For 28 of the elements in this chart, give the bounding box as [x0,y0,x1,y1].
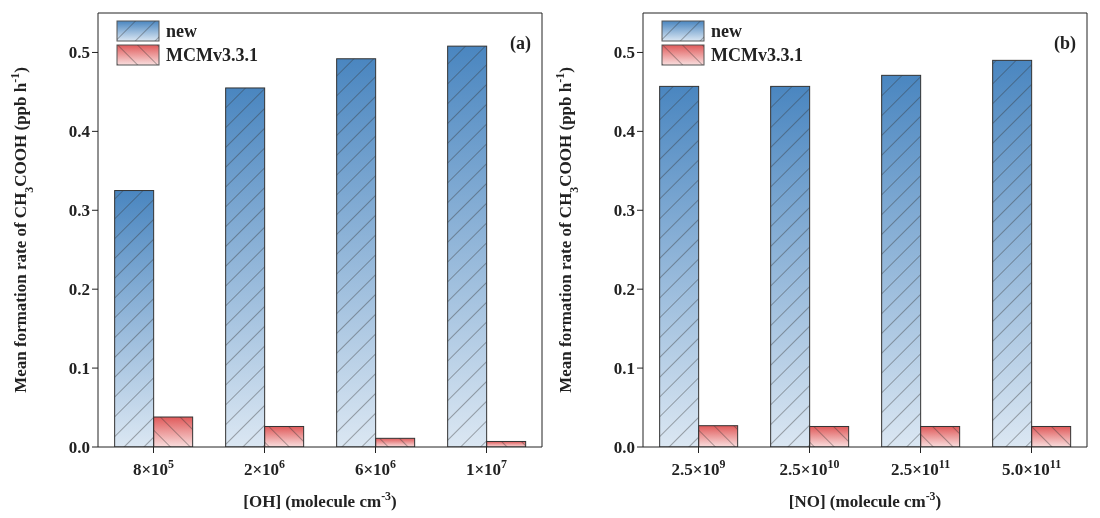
legend-label: new [711,20,742,42]
legend-label: new [166,20,197,42]
y-tick-label: 0.3 [613,201,635,221]
x-tick-label: 5.0×10$^{11}$ [1001,457,1062,479]
x-tick-label: 6×10$^{6}$ [354,457,397,479]
x-tick-label: 2×10$^{6}$ [243,457,286,479]
y-tick-label: 0.3 [68,201,90,221]
x-axis-title: [OH] (molecule cm$^{-3}$) [243,489,397,511]
y-tick-label: 0.2 [613,280,635,300]
y-tick-label: 0.5 [68,43,90,63]
y-tick-label: 0.4 [68,122,91,142]
x-tick-label: 1×10$^{7}$ [465,457,508,479]
y-tick-label: 0.1 [68,359,90,379]
y-tick-label: 0.2 [68,280,90,300]
x-tick-label: 2.5×10$^{11}$ [890,457,951,479]
y-tick-label: 0.4 [613,122,636,142]
legend-label: MCMv3.3.1 [166,44,258,66]
y-tick-label: 0.1 [613,359,635,379]
x-tick-label: 2.5×10$^{9}$ [671,457,726,479]
y-tick-label: 0.0 [613,438,635,458]
annotation: (a) [510,33,531,54]
annotation: (b) [1054,33,1076,54]
x-tick-label: 8×10$^{5}$ [132,457,175,479]
y-tick-label: 0.5 [613,43,635,63]
x-axis-title: [NO] (molecule cm$^{-3}$) [788,489,942,511]
legend-label: MCMv3.3.1 [711,44,803,66]
x-tick-label: 2.5×10$^{10}$ [779,457,840,479]
y-tick-label: 0.0 [68,438,90,458]
